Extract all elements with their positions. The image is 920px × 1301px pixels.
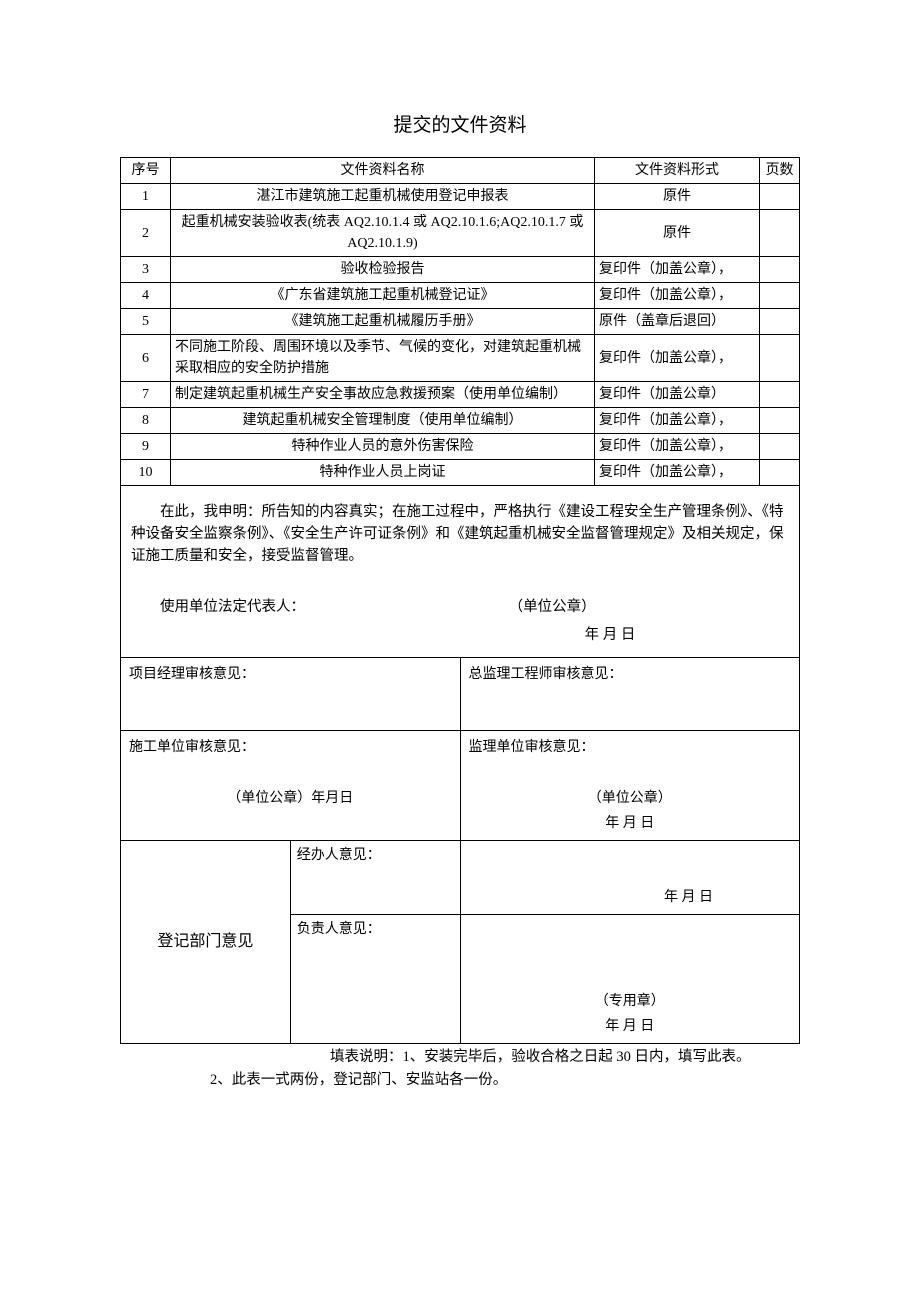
row-name: 湛江市建筑施工起重机械使用登记申报表 <box>171 184 595 210</box>
header-name: 文件资料名称 <box>171 158 595 184</box>
row-seq: 2 <box>121 210 171 257</box>
row-pages <box>760 408 800 434</box>
construction-seal-date: （单位公章）年月日 <box>129 788 452 809</box>
header-form: 文件资料形式 <box>595 158 760 184</box>
signature-label: 使用单位法定代表人： <box>160 597 305 619</box>
row-seq: 3 <box>121 257 171 283</box>
row-pages <box>760 257 800 283</box>
supervision-opinion-cell: 监理单位审核意见： （单位公章） 年 月 日 <box>460 730 800 840</box>
table-row: 6不同施工阶段、周围环境以及季节、气候的变化，对建筑起重机械采取相应的安全防护措… <box>121 335 800 382</box>
documents-table: 序号 文件资料名称 文件资料形式 页数 1湛江市建筑施工起重机械使用登记申报表原… <box>120 157 800 486</box>
row-form: 复印件（加盖公章）， <box>595 434 760 460</box>
special-seal: （专用章） <box>469 991 792 1012</box>
supervision-seal: （单位公章） <box>469 788 792 809</box>
page-title: 提交的文件资料 <box>120 110 800 137</box>
header-pages: 页数 <box>760 158 800 184</box>
table-row: 8建筑起重机械安全管理制度（使用单位编制）复印件（加盖公章）， <box>121 408 800 434</box>
row-form: 复印件（加盖公章） <box>595 382 760 408</box>
row-pages <box>760 184 800 210</box>
row-name: 制定建筑起重机械生产安全事故应急救援预案（使用单位编制） <box>171 382 595 408</box>
row-seq: 5 <box>121 309 171 335</box>
row-form: 复印件（加盖公章）， <box>595 408 760 434</box>
table-row: 10特种作业人员上岗证复印件（加盖公章）， <box>121 460 800 486</box>
row-pages <box>760 309 800 335</box>
table-row: 4《广东省建筑施工起重机械登记证》复印件（加盖公章）， <box>121 283 800 309</box>
table-row: 1湛江市建筑施工起重机械使用登记申报表原件 <box>121 184 800 210</box>
row-pages <box>760 460 800 486</box>
row-seq: 9 <box>121 434 171 460</box>
row-pages <box>760 434 800 460</box>
declaration-and-opinions-table: 在此，我申明：所告知的内容真实；在施工过程中，严格执行《建设工程安全生产管理条例… <box>120 486 800 1044</box>
row-name: 《广东省建筑施工起重机械登记证》 <box>171 283 595 309</box>
handler-date: 年 月 日 <box>469 887 792 908</box>
row-pages <box>760 210 800 257</box>
leader-label-cell: 负责人意见： <box>290 914 460 1043</box>
construction-opinion-label: 施工单位审核意见： <box>129 737 452 758</box>
handler-content-cell: 年 月 日 <box>460 840 800 914</box>
row-form: 复印件（加盖公章）， <box>595 335 760 382</box>
row-name: 不同施工阶段、周围环境以及季节、气候的变化，对建筑起重机械采取相应的安全防护措施 <box>171 335 595 382</box>
supervision-date: 年 月 日 <box>469 813 792 834</box>
row-name: 《建筑施工起重机械履历手册》 <box>171 309 595 335</box>
supervision-opinion-label: 监理单位审核意见： <box>469 737 792 758</box>
table-row: 3验收检验报告复印件（加盖公章）， <box>121 257 800 283</box>
row-seq: 10 <box>121 460 171 486</box>
row-form: 复印件（加盖公章）， <box>595 460 760 486</box>
pm-opinion-cell: 项目经理审核意见： <box>121 657 461 730</box>
table-row: 2起重机械安装验收表(统表 AQ2.10.1.4 或 AQ2.10.1.6;AQ… <box>121 210 800 257</box>
construction-opinion-cell: 施工单位审核意见： （单位公章）年月日 <box>121 730 461 840</box>
row-form: 复印件（加盖公章）， <box>595 283 760 309</box>
seal-label: （单位公章） <box>509 597 596 619</box>
row-seq: 4 <box>121 283 171 309</box>
row-pages <box>760 335 800 382</box>
leader-date: 年 月 日 <box>469 1016 792 1037</box>
row-form: 原件 <box>595 210 760 257</box>
declaration-date: 年 月 日 <box>131 625 789 647</box>
declaration-text: 在此，我申明：所告知的内容真实；在施工过程中，严格执行《建设工程安全生产管理条例… <box>131 502 789 567</box>
row-seq: 6 <box>121 335 171 382</box>
table-row: 9特种作业人员的意外伤害保险复印件（加盖公章）， <box>121 434 800 460</box>
row-name: 特种作业人员上岗证 <box>171 460 595 486</box>
row-form: 原件（盖章后退回） <box>595 309 760 335</box>
table-row: 7制定建筑起重机械生产安全事故应急救援预案（使用单位编制）复印件（加盖公章） <box>121 382 800 408</box>
footnote-line2: 2、此表一式两份，登记部门、安监站各一份。 <box>120 1069 800 1092</box>
row-name: 建筑起重机械安全管理制度（使用单位编制） <box>171 408 595 434</box>
handler-label-cell: 经办人意见： <box>290 840 460 914</box>
dept-label-cell: 登记部门意见 <box>121 840 291 1043</box>
declaration-cell: 在此，我申明：所告知的内容真实；在施工过程中，严格执行《建设工程安全生产管理条例… <box>121 486 800 657</box>
row-name: 特种作业人员的意外伤害保险 <box>171 434 595 460</box>
row-seq: 8 <box>121 408 171 434</box>
row-name: 验收检验报告 <box>171 257 595 283</box>
document-page: 提交的文件资料 序号 文件资料名称 文件资料形式 页数 1湛江市建筑施工起重机械… <box>0 0 920 1301</box>
footnote-line1: 填表说明：1、安装完毕后，验收合格之日起 30 日内，填写此表。 <box>120 1046 800 1069</box>
footnote: 填表说明：1、安装完毕后，验收合格之日起 30 日内，填写此表。 2、此表一式两… <box>120 1046 800 1092</box>
table-header-row: 序号 文件资料名称 文件资料形式 页数 <box>121 158 800 184</box>
pm-opinion-label: 项目经理审核意见： <box>129 664 452 685</box>
row-seq: 1 <box>121 184 171 210</box>
chief-opinion-cell: 总监理工程师审核意见： <box>460 657 800 730</box>
row-form: 原件 <box>595 184 760 210</box>
chief-opinion-label: 总监理工程师审核意见： <box>469 664 792 685</box>
leader-content-cell: （专用章） 年 月 日 <box>460 914 800 1043</box>
header-seq: 序号 <box>121 158 171 184</box>
table-row: 5《建筑施工起重机械履历手册》原件（盖章后退回） <box>121 309 800 335</box>
row-form: 复印件（加盖公章）， <box>595 257 760 283</box>
row-name: 起重机械安装验收表(统表 AQ2.10.1.4 或 AQ2.10.1.6;AQ2… <box>171 210 595 257</box>
row-pages <box>760 283 800 309</box>
row-pages <box>760 382 800 408</box>
row-seq: 7 <box>121 382 171 408</box>
